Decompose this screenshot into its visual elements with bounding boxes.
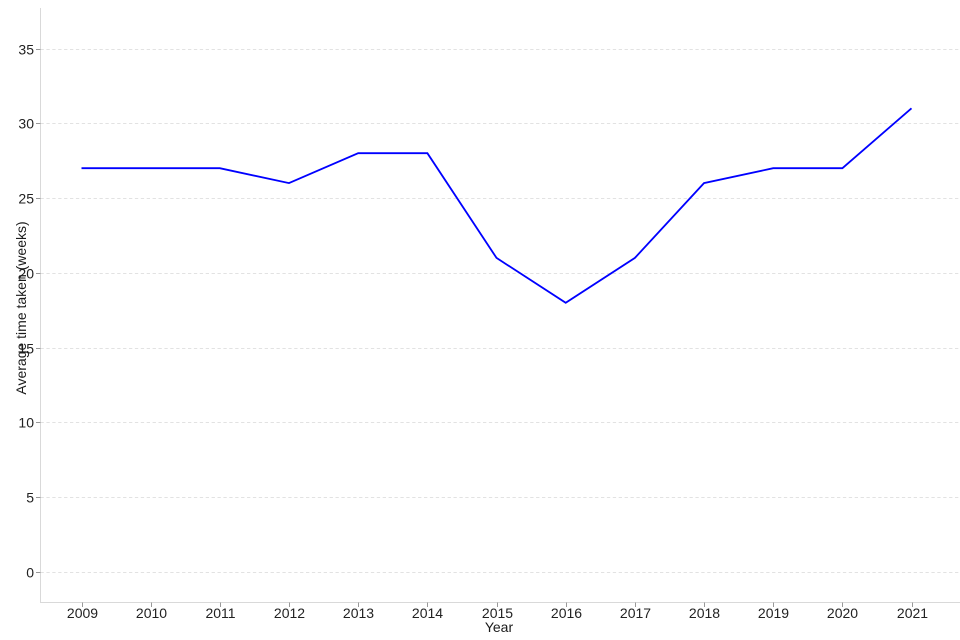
x-tick-label: 2018 xyxy=(689,605,720,621)
x-axis-title: Year xyxy=(485,619,514,635)
axis-ticks xyxy=(36,49,913,607)
x-tick-label: 2010 xyxy=(136,605,167,621)
y-axis-title: Average time taken (weeks) xyxy=(13,221,29,394)
y-tick-label: 15 xyxy=(18,341,34,357)
y-tick-label: 0 xyxy=(26,565,34,581)
y-tick-label: 30 xyxy=(18,116,34,132)
x-tick-label: 2015 xyxy=(482,605,513,621)
y-tick-label: 35 xyxy=(18,42,34,58)
x-tick-label: 2014 xyxy=(412,605,443,621)
x-tick-label: 2017 xyxy=(620,605,651,621)
y-tick-label: 20 xyxy=(18,266,34,282)
x-tick-label: 2012 xyxy=(274,605,305,621)
x-tick-label: 2011 xyxy=(205,605,235,621)
x-tick-label: 2021 xyxy=(897,605,928,621)
x-tick-label: 2020 xyxy=(827,605,858,621)
axis-tick-labels: 0 5 10 15 20 25 30 35 2009 2010 2011 2012 2013 2014 20… xyxy=(18,42,928,622)
data-line xyxy=(81,107,913,304)
x-tick-label: 2016 xyxy=(551,605,582,621)
gridlines xyxy=(40,49,960,573)
y-tick-label: 5 xyxy=(26,490,34,506)
x-tick-label: 2019 xyxy=(758,605,789,621)
x-tick-label: 2009 xyxy=(67,605,98,621)
x-tick-label: 2013 xyxy=(343,605,374,621)
y-tick-label: 10 xyxy=(18,415,34,431)
y-tick-label: 25 xyxy=(18,191,34,207)
